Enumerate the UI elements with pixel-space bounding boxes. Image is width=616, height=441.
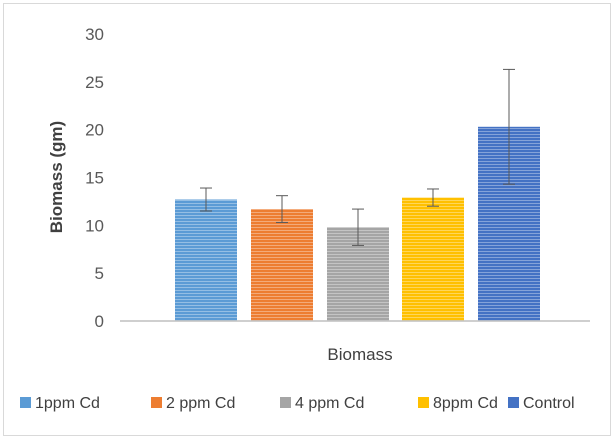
bars-group xyxy=(175,126,540,322)
legend-swatch xyxy=(418,397,429,408)
y-tick-label: 25 xyxy=(85,73,104,92)
legend-swatch xyxy=(151,397,162,408)
legend-swatch xyxy=(508,397,519,408)
legend-label: 1ppm Cd xyxy=(35,395,100,412)
bar-texture xyxy=(402,197,464,321)
legend-label: 2 ppm Cd xyxy=(166,395,235,412)
x-axis-title: Biomass xyxy=(327,345,392,364)
y-tick-label: 5 xyxy=(95,264,104,283)
legend-label: Control xyxy=(523,395,575,412)
legend-label: 4 ppm Cd xyxy=(295,395,364,412)
y-tick-label: 15 xyxy=(85,169,104,188)
legend: 1ppm Cd 2 ppm Cd 4 ppm Cd 8ppm Cd Control xyxy=(20,395,575,412)
y-axis-ticks: 0 5 10 15 20 25 30 xyxy=(85,25,104,331)
legend-swatch xyxy=(20,397,31,408)
y-tick-label: 20 xyxy=(85,121,104,140)
y-axis-title: Biomass (gm) xyxy=(47,121,66,233)
legend-label: 8ppm Cd xyxy=(433,395,498,412)
y-tick-label: 0 xyxy=(95,312,104,331)
bar-texture xyxy=(175,199,237,321)
error-bars-group xyxy=(200,68,515,246)
y-tick-label: 30 xyxy=(85,25,104,44)
y-tick-label: 10 xyxy=(85,216,104,235)
bar-texture xyxy=(251,209,313,321)
legend-swatch xyxy=(280,397,291,408)
